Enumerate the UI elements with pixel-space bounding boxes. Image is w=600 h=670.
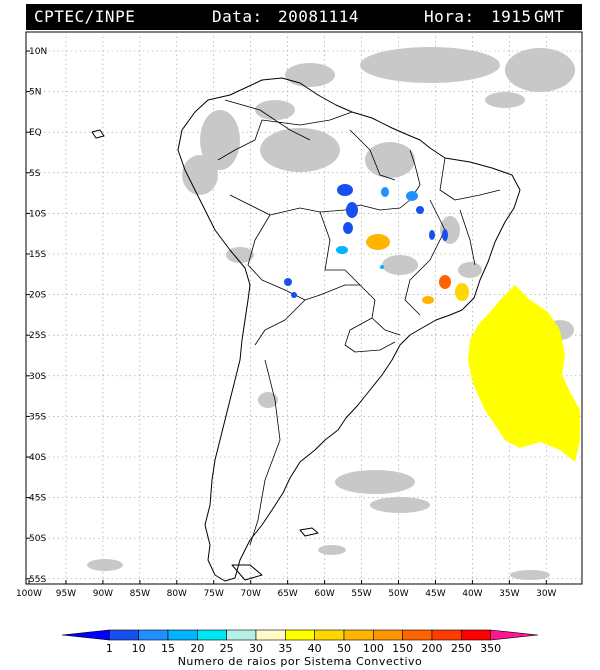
colorbar-swatch (461, 629, 491, 641)
lat-label: 15S (29, 250, 46, 260)
cell-blue-1 (337, 184, 353, 196)
colorbar-tick-label: 50 (337, 642, 351, 655)
date-label: Data: (212, 7, 263, 26)
lon-label: 90W (93, 589, 113, 599)
cloud-cover-layer (87, 47, 575, 580)
hour-unit: GMT (534, 7, 565, 26)
cell-cyan-2 (380, 265, 384, 269)
lon-label: 85W (130, 589, 150, 599)
colorbar-tick-label: 40 (308, 642, 322, 655)
colorbar-tick-label: 15 (161, 642, 175, 655)
lon-label: 30W (536, 589, 556, 599)
colorbar-arrow-left (61, 629, 110, 641)
lat-label: 5S (29, 169, 41, 179)
tierra-del-fuego (231, 564, 263, 581)
cell-cyan-1 (336, 246, 348, 254)
colorbar-swatch (373, 629, 403, 641)
lat-label: 55S (29, 575, 46, 585)
lon-label: 35W (499, 589, 519, 599)
colorbar-tick-label: 10 (132, 642, 146, 655)
falkland-islands (299, 527, 319, 537)
hour-label: Hora: (424, 7, 475, 26)
colorbar-tick-label: 20 (190, 642, 204, 655)
cell-orange-3 (422, 296, 434, 304)
lon-label: 45W (425, 589, 445, 599)
colorbar-swatch (138, 629, 169, 641)
lon-label: 40W (462, 589, 482, 599)
colorbar-swatch (314, 629, 345, 641)
colorbar-tick-label: 100 (363, 642, 384, 655)
colorbar-title: Numero de raios por Sistema Convectivo (178, 655, 423, 668)
south-america-coastline (177, 77, 521, 582)
cell-blue-10 (291, 292, 297, 298)
cell-blue-5 (406, 191, 418, 201)
colorbar-tick-label: 200 (422, 642, 443, 655)
cell-blue-6 (416, 206, 424, 214)
cell-yellow-1 (455, 283, 469, 301)
lon-label: 75W (204, 589, 224, 599)
lat-label: EQ (29, 128, 42, 138)
cell-blue-9 (284, 278, 292, 286)
colorbar-tick-label: 1 (106, 642, 113, 655)
lat-label: 50S (29, 534, 46, 544)
colorbar-swatch (402, 629, 433, 641)
colorbar-swatch (431, 629, 462, 641)
lon-label: 65W (277, 589, 297, 599)
lon-label: 50W (388, 589, 408, 599)
lat-label: 35S (29, 412, 46, 422)
lon-label: 100W (16, 589, 42, 599)
lat-label: 5N (29, 88, 41, 98)
lon-label: 80W (167, 589, 187, 599)
lon-label: 60W (314, 589, 334, 599)
lat-label: 30S (29, 372, 46, 382)
cell-blue-3 (343, 222, 353, 234)
colorbar-swatch (343, 629, 374, 641)
colorbar-swatch (109, 629, 139, 641)
colorbar-swatch (167, 629, 198, 641)
colorbar-swatches (61, 629, 539, 641)
lon-label: 55W (351, 589, 371, 599)
cell-orange-2 (439, 275, 451, 289)
colorbar-swatch (255, 629, 286, 641)
date-value: 20081114 (278, 7, 360, 26)
cell-yellow-large (468, 285, 580, 462)
lon-label: 70W (241, 589, 261, 599)
lon-label: 95W (56, 589, 76, 599)
cell-blue-7 (429, 230, 435, 240)
galapagos-islands (91, 129, 105, 139)
colorbar-tick-label: 25 (220, 642, 234, 655)
cell-orange-1 (366, 234, 390, 250)
cell-blue-4 (381, 187, 389, 197)
colorbar-swatch (285, 629, 315, 641)
map-header: CPTEC/INPE Data: 20081114 Hora: 1915 GMT (26, 4, 582, 30)
colorbar-swatch (226, 629, 257, 641)
cell-blue-2 (346, 202, 358, 218)
colorbar-tick-label: 30 (249, 642, 263, 655)
agency-label: CPTEC/INPE (34, 7, 136, 26)
lat-label: 10S (29, 209, 46, 219)
colorbar-tick-label: 250 (451, 642, 472, 655)
lat-label: 45S (29, 494, 46, 504)
cell-blue-8 (442, 229, 448, 241)
lat-label: 40S (29, 453, 46, 463)
longitude-labels: 100W 95W 90W 85W 80W 75W 70W 65W 60W 55W 50W 45W 40W… (16, 580, 557, 599)
lat-label: 25S (29, 331, 46, 341)
country-borders (217, 99, 501, 546)
colorbar-tick-label: 350 (480, 642, 501, 655)
convective-cells (284, 184, 580, 462)
colorbar-tick-label: 150 (392, 642, 413, 655)
colorbar-swatch (197, 629, 227, 641)
hour-value: 1915 (491, 7, 532, 26)
colorbar-arrow-right (490, 629, 539, 641)
coastline-layer (91, 77, 521, 582)
colorbar-tick-labels: 1 10 15 20 25 30 35 40 50 100 150 200 250 350 (106, 642, 501, 655)
lat-label: 10N (29, 47, 47, 57)
lat-label: 20S (29, 291, 46, 301)
colorbar-tick-label: 35 (278, 642, 292, 655)
latitude-labels: 10N 5N EQ 5S 10S 15S 20S 25S 30S 35S 40S 45S 50S 55S (26, 47, 47, 585)
